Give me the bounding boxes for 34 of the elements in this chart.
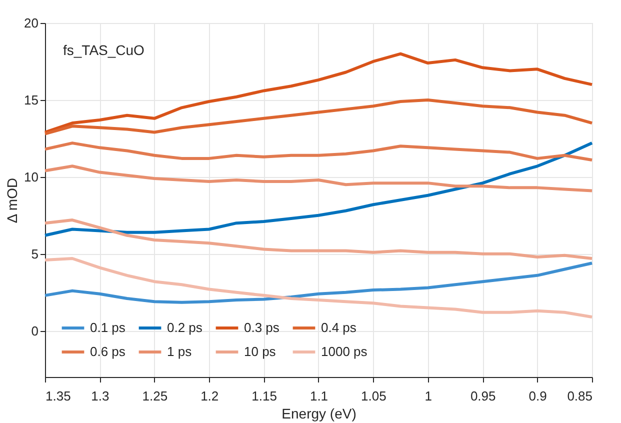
line-series bbox=[44, 98, 594, 136]
line-series bbox=[44, 262, 594, 304]
x-tick-label: 1.3 bbox=[91, 388, 110, 404]
legend-label: 1 ps bbox=[167, 344, 192, 359]
y-tick-label: 0 bbox=[31, 323, 38, 338]
x-tick-label: 1 bbox=[424, 388, 432, 404]
line-series bbox=[44, 256, 594, 318]
annotation: fs_TAS_CuO bbox=[63, 42, 145, 58]
x-tick-label: 1.2 bbox=[200, 388, 219, 404]
line-series bbox=[44, 164, 594, 192]
y-tick-label: 10 bbox=[24, 169, 38, 184]
legend-label: 0.3 ps bbox=[244, 320, 280, 335]
x-tick-label: 0.85 bbox=[567, 388, 592, 404]
legend-label: 1000 ps bbox=[321, 344, 368, 359]
x-tick-label: 1.15 bbox=[252, 388, 277, 404]
line-series bbox=[44, 142, 594, 162]
legend-label: 0.6 ps bbox=[90, 344, 126, 359]
x-tick-label: 0.9 bbox=[528, 388, 547, 404]
y-tick-label: 15 bbox=[24, 92, 38, 108]
legend-label: 0.2 ps bbox=[167, 320, 203, 335]
y-tick-label: 20 bbox=[24, 16, 38, 30]
x-tick-label: 1.35 bbox=[46, 388, 71, 404]
y-tick-label: 5 bbox=[31, 246, 38, 262]
x-tick-label: 1.1 bbox=[310, 388, 328, 404]
line-series bbox=[44, 142, 594, 237]
x-tick-label: 1.05 bbox=[361, 388, 386, 404]
x-tick-label: 1.25 bbox=[142, 388, 168, 404]
legend-label: 10 ps bbox=[244, 344, 276, 359]
legend-label: 0.1 ps bbox=[90, 320, 126, 335]
legend-label: 0.4 ps bbox=[321, 320, 357, 335]
x-axis-title: Energy (eV) bbox=[282, 406, 356, 422]
line-series bbox=[44, 218, 594, 260]
x-tick-label: 0.95 bbox=[470, 388, 496, 404]
y-axis-title: Δ mOD bbox=[4, 178, 20, 224]
